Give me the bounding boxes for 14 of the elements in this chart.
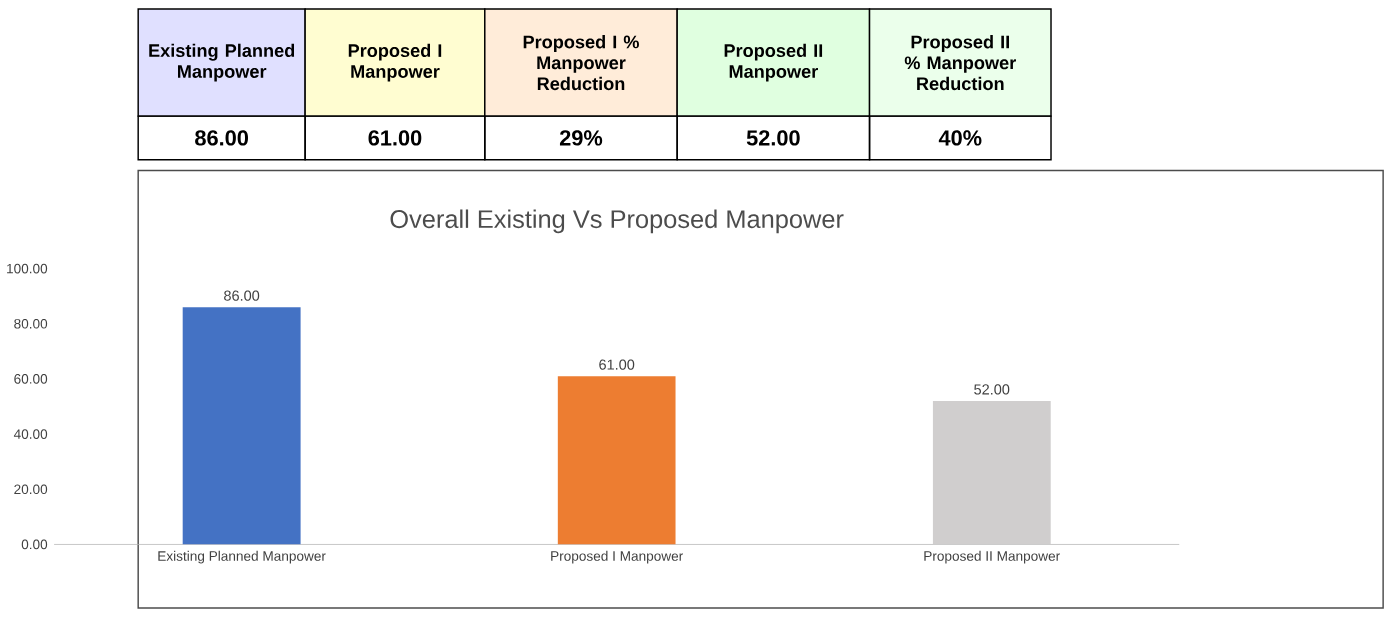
text: Proposed I Manpower — [348, 43, 442, 82]
text: Proposed I % Manpower Reduction — [523, 34, 639, 90]
text: 40% — [938, 129, 982, 146]
chart-title: Overall Existing Vs Proposed Manpower — [390, 209, 844, 233]
text: Existing Planned Manpower — [149, 43, 295, 82]
bar — [932, 400, 1051, 545]
text: Proposed II % Manpower Reduction — [904, 34, 1016, 90]
text: 86.00 — [195, 129, 248, 146]
text: Proposed II Manpower — [724, 43, 823, 82]
text: 52.00 — [746, 129, 800, 146]
text: 29% — [559, 129, 603, 146]
bar — [557, 375, 676, 545]
bar — [182, 306, 301, 545]
text: 61.00 — [368, 129, 422, 146]
